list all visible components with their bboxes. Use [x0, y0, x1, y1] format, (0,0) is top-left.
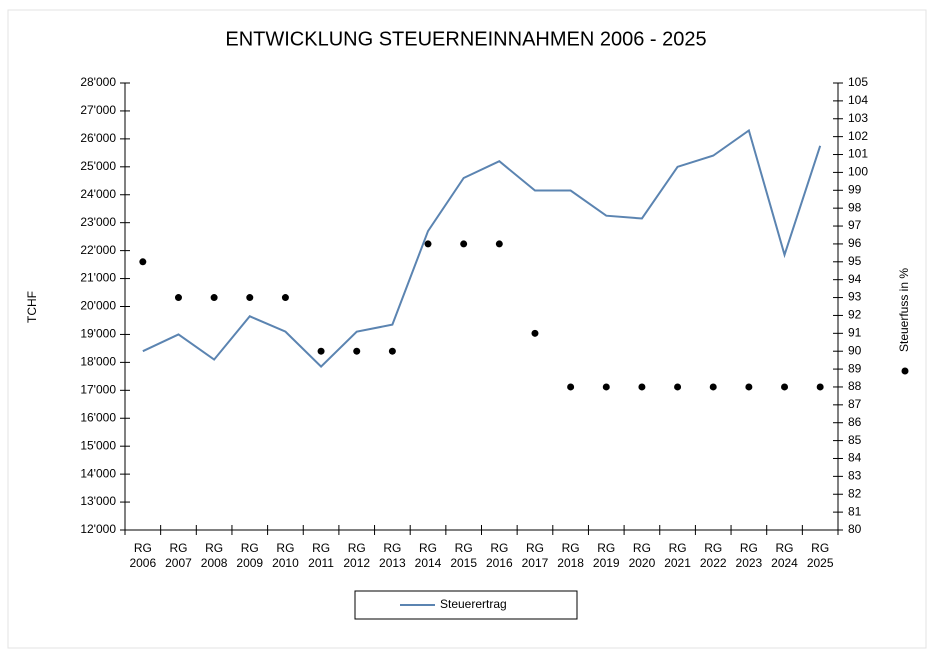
y2-tick-label: 100	[848, 165, 868, 179]
y2-tick-label: 95	[848, 254, 862, 268]
y-tick-label: 26'000	[80, 131, 116, 145]
x-tick-label: RG 2022	[699, 541, 727, 570]
x-tick-label: RG 2011	[308, 541, 334, 570]
x-tick-label: RG 2021	[664, 541, 691, 570]
scatter-point	[424, 240, 432, 248]
y-tick-label: 23'000	[80, 215, 116, 229]
legend-label: Steuerfuss in %	[897, 268, 911, 352]
scatter-point	[139, 258, 147, 266]
y-tick-label: 24'000	[80, 187, 116, 201]
scatter-point	[602, 383, 610, 391]
scatter-point	[246, 294, 254, 302]
y2-tick-label: 92	[848, 308, 862, 322]
x-tick-label: RG 2023	[735, 541, 763, 570]
x-tick-label: RG 2007	[165, 541, 192, 570]
scatter-point	[781, 383, 789, 391]
y-tick-label: 19'000	[80, 327, 116, 341]
y2-tick-label: 83	[848, 469, 862, 483]
legend-box	[354, 590, 578, 620]
x-tick-label: RG 2012	[343, 541, 371, 570]
x-tick-label: RG 2008	[200, 541, 228, 570]
y2-tick-label: 81	[848, 504, 862, 518]
y2-tick-label: 103	[848, 111, 868, 125]
y2-tick-label: 93	[848, 290, 862, 304]
y2-tick-label: 94	[848, 272, 862, 286]
y-axis-title: TCHF	[25, 291, 39, 323]
x-tick-label: RG 2025	[806, 541, 834, 570]
scatter-point	[210, 294, 218, 302]
scatter-point	[460, 240, 468, 248]
scatter-point	[174, 294, 182, 302]
x-tick-label: RG 2017	[521, 541, 549, 570]
y2-tick-label: 85	[848, 433, 862, 447]
scatter-point	[567, 383, 575, 391]
scatter-point	[317, 347, 325, 355]
y2-tick-label: 89	[848, 361, 862, 375]
y2-tick-label: 104	[848, 93, 868, 107]
y-tick-label: 27'000	[80, 103, 116, 117]
x-tick-label: RG 2020	[628, 541, 656, 570]
y2-tick-label: 98	[848, 200, 862, 214]
scatter-point	[388, 347, 396, 355]
scatter-point	[531, 329, 539, 337]
y-tick-label: 15'000	[80, 438, 116, 452]
chart-title: ENTWICKLUNG STEUERNEINNAHMEN 2006 - 2025	[225, 28, 706, 50]
y-tick-label: 14'000	[80, 466, 116, 480]
scatter-point	[353, 347, 361, 355]
scatter-point	[816, 383, 824, 391]
y2-tick-label: 86	[848, 415, 862, 429]
x-tick-label: RG 2015	[450, 541, 478, 570]
scatter-point	[745, 383, 753, 391]
x-tick-label: RG 2019	[592, 541, 620, 570]
y-tick-label: 16'000	[80, 410, 116, 424]
x-tick-label: RG 2024	[771, 541, 798, 570]
y-tick-label: 20'000	[80, 299, 116, 313]
y-tick-label: 13'000	[80, 494, 116, 508]
x-tick-label: RG 2009	[236, 541, 264, 570]
scatter-point	[674, 383, 682, 391]
x-tick-label: RG 2010	[272, 541, 299, 570]
y2-tick-label: 88	[848, 379, 862, 393]
x-tick-label: RG 2014	[414, 541, 442, 570]
scatter-point	[281, 294, 289, 302]
x-tick-label: RG 2013	[379, 541, 406, 570]
scatter-point	[709, 383, 717, 391]
y-tick-label: 22'000	[80, 243, 116, 257]
y2-tick-label: 99	[848, 182, 862, 196]
y2-tick-label: 84	[848, 451, 862, 465]
y2-tick-label: 102	[848, 129, 868, 143]
legend-swatch	[901, 367, 909, 375]
x-tick-label: RG 2018	[557, 541, 584, 570]
y2-tick-label: 97	[848, 218, 862, 232]
y2-tick-label: 82	[848, 486, 862, 500]
y-tick-label: 21'000	[80, 271, 116, 285]
y2-tick-label: 96	[848, 236, 862, 250]
x-tick-label: RG 2006	[129, 541, 157, 570]
chart-frame	[7, 9, 927, 649]
y-tick-label: 18'000	[80, 355, 116, 369]
y-tick-label: 17'000	[80, 382, 116, 396]
scatter-point	[638, 383, 646, 391]
y2-tick-label: 101	[848, 147, 868, 161]
line-series	[142, 128, 822, 368]
y2-tick-label: 90	[848, 343, 862, 357]
y-tick-label: 25'000	[80, 159, 116, 173]
y2-tick-label: 91	[848, 325, 862, 339]
y-tick-label: 28'000	[80, 75, 116, 89]
x-tick-label: RG 2016	[485, 541, 513, 570]
y2-tick-label: 105	[848, 75, 868, 89]
legend-label: Steuerertrag	[440, 597, 507, 611]
scatter-point	[495, 240, 503, 248]
y2-tick-label: 87	[848, 397, 862, 411]
y2-tick-label: 80	[848, 522, 862, 536]
y-tick-label: 12'000	[80, 522, 116, 536]
